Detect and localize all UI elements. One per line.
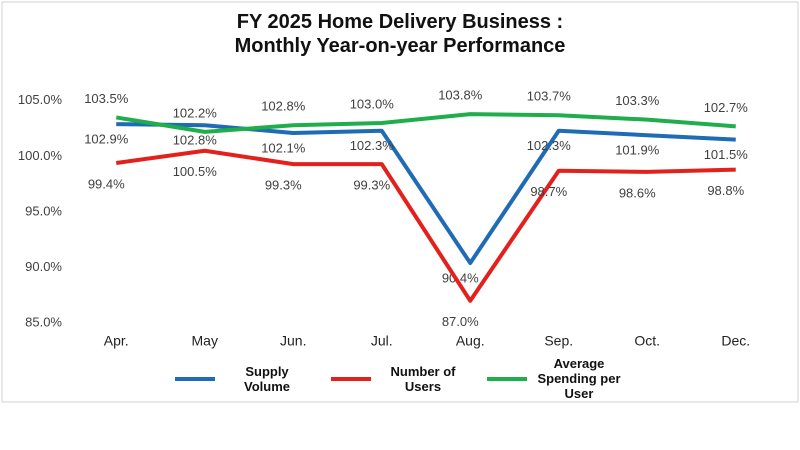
data-label: 103.0% xyxy=(350,96,395,111)
series-line xyxy=(116,122,736,265)
data-label: 99.3% xyxy=(353,178,390,193)
data-label: 99.3% xyxy=(265,178,302,193)
chart-border xyxy=(1,1,799,403)
y-tick-label: 100.0% xyxy=(18,148,63,163)
data-label: 102.8% xyxy=(173,133,218,148)
x-tick-label: May xyxy=(192,333,218,349)
x-tick-label: Apr. xyxy=(104,333,129,349)
legend-label: Supply Volume xyxy=(244,363,290,394)
legend-swatch xyxy=(175,376,215,381)
legend-item: Supply Volume xyxy=(175,356,313,401)
data-label: 102.2% xyxy=(173,105,218,120)
x-tick-label: Oct. xyxy=(634,333,660,349)
data-label: 101.5% xyxy=(704,147,749,162)
data-label: 102.9% xyxy=(84,132,129,147)
data-label: 100.5% xyxy=(173,164,218,179)
data-label: 98.6% xyxy=(619,185,656,200)
legend-swatch xyxy=(331,376,371,381)
legend-label: Average Spending per User xyxy=(537,356,621,401)
chart-title: FY 2025 Home Delivery Business : Monthly… xyxy=(234,11,566,57)
data-label: 102.3% xyxy=(527,138,572,153)
data-label: 102.3% xyxy=(350,138,395,153)
legend-item: Average Spending per User xyxy=(487,356,625,401)
legend-swatch xyxy=(487,376,527,381)
x-tick-label: Jun. xyxy=(280,333,306,349)
data-label: 98.7% xyxy=(530,184,567,199)
x-tick-label: Sep. xyxy=(544,333,573,349)
y-tick-label: 95.0% xyxy=(25,203,62,218)
y-tick-label: 90.0% xyxy=(25,259,62,274)
data-label: 103.8% xyxy=(438,88,483,103)
data-label: 98.8% xyxy=(707,183,744,198)
legend: Supply Volume Number of Users Average Spen… xyxy=(0,356,800,401)
data-label: 103.5% xyxy=(84,91,129,106)
data-label: 103.3% xyxy=(615,93,660,108)
data-label: 102.7% xyxy=(704,100,749,115)
x-tick-label: Aug. xyxy=(456,333,485,349)
data-label: 102.1% xyxy=(261,140,306,155)
series-line xyxy=(115,148,736,303)
y-tick-label: 85.0% xyxy=(25,314,62,329)
series-line xyxy=(115,112,736,134)
data-label: 102.8% xyxy=(261,99,306,114)
x-tick-label: Dec. xyxy=(721,333,750,349)
y-tick-label: 105.0% xyxy=(18,92,63,107)
data-label: 101.9% xyxy=(615,143,660,158)
x-tick-label: Jul. xyxy=(371,333,393,349)
legend-label: Number of Users xyxy=(390,363,456,394)
legend-item: Number of Users xyxy=(331,356,469,401)
data-label: 99.4% xyxy=(88,176,125,191)
data-label: 87.0% xyxy=(442,314,479,329)
data-label: 103.7% xyxy=(527,89,572,104)
